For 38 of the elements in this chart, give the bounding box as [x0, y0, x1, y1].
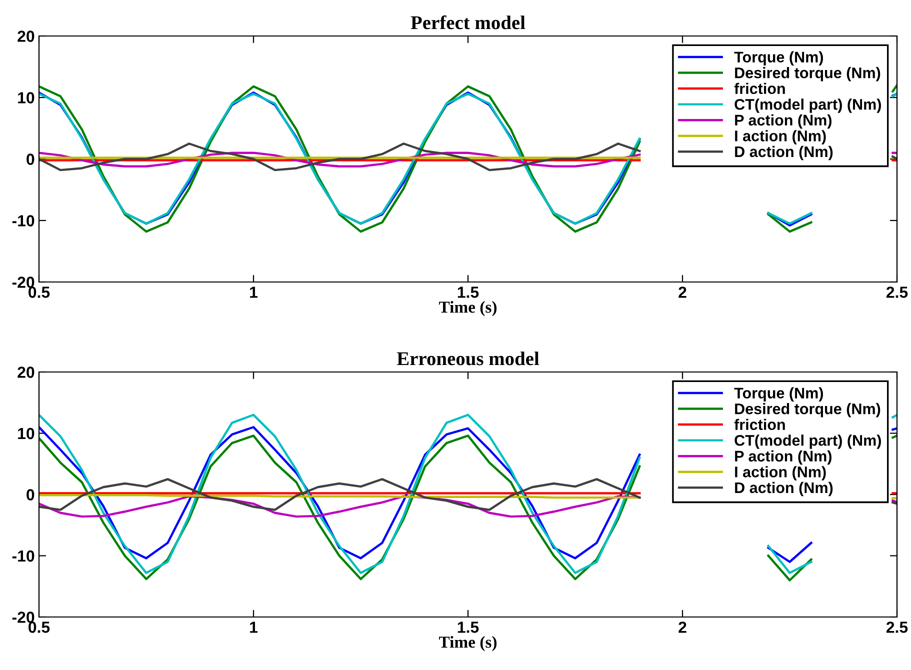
y-tick-label: 0	[26, 154, 34, 165]
x-tick-label: 1	[250, 286, 258, 298]
y-tick-label: -10	[12, 215, 34, 226]
x-axis-title: Time (s)	[439, 301, 497, 316]
series-label: D action (Nm)	[735, 146, 833, 160]
legend-label: CT(model part) (Nm)	[734, 98, 881, 113]
legend-label: I action (Nm)	[735, 130, 826, 144]
x-tick-label: 0.5	[28, 286, 50, 298]
legend-label: Desired torque (Nm)	[735, 67, 880, 82]
x-axis-title: Time (s)	[439, 636, 497, 652]
legend-label: P action (Nm)	[735, 114, 832, 129]
y-tick-label: 0	[26, 489, 34, 500]
x-tick-label: 0.5	[28, 622, 50, 633]
x-tick-label: 1.5	[458, 622, 479, 633]
chart-title: Erroneous model	[396, 352, 540, 366]
legend-label: Torque (Nm)	[734, 51, 823, 66]
legend-label: friction	[734, 82, 785, 94]
x-tick-label: 2	[678, 622, 686, 633]
y-tick-label: 10	[18, 92, 34, 104]
x-tick-label: 1.5	[458, 286, 479, 298]
y-tick-label: 10	[18, 428, 34, 440]
x-tick-label: 2	[678, 286, 686, 298]
x-tick-label: 1	[250, 622, 258, 633]
legend-label: I action (Nm)	[735, 466, 826, 480]
legend-label: friction	[734, 418, 785, 430]
legend-label: Desired torque (Nm)	[735, 403, 880, 418]
legend-label: D action (Nm)	[735, 482, 833, 496]
y-tick-label: 20	[18, 366, 34, 378]
legend-label: Torque (Nm)	[734, 387, 823, 402]
chart-title: Perfect model	[410, 15, 526, 30]
x-tick-label: 2.5	[886, 622, 908, 633]
y-tick-label: -20	[12, 276, 34, 288]
y-tick-label: -20	[12, 612, 34, 623]
x-tick-label: 2.5	[886, 286, 908, 298]
y-tick-label: 20	[18, 30, 34, 42]
legend-label: CT(model part) (Nm)	[734, 434, 881, 449]
y-tick-label: -10	[12, 550, 34, 562]
legend-label: P action (Nm)	[735, 450, 832, 465]
